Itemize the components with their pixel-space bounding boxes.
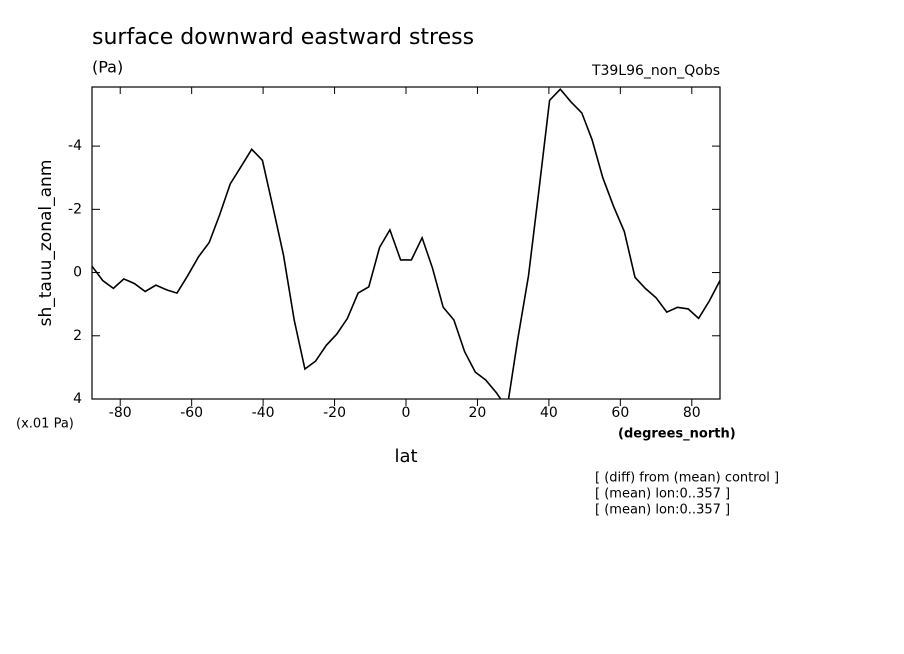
chart-subtitle: (Pa) bbox=[92, 58, 123, 77]
x-tick-label: -40 bbox=[252, 405, 275, 421]
y-tick-label: 4 bbox=[73, 391, 82, 407]
x-tick-label: -20 bbox=[323, 405, 346, 421]
chart-title: surface downward eastward stress bbox=[92, 25, 474, 50]
x-axis-label: lat bbox=[394, 446, 417, 467]
y-tick-label: 0 bbox=[73, 265, 82, 281]
x-units: (degrees_north) bbox=[618, 427, 736, 442]
y-axis-label: sh_tauu_zonal_anm bbox=[36, 160, 56, 327]
y-units: (x.01 Pa) bbox=[16, 417, 74, 432]
data-line bbox=[92, 88, 720, 399]
note: [ (diff) from (mean) control ] bbox=[595, 471, 779, 486]
note: [ (mean) lon:0..357 ] bbox=[595, 487, 730, 502]
x-tick-label: 20 bbox=[469, 405, 487, 421]
y-tick-label: -2 bbox=[68, 201, 82, 217]
x-tick-label: -60 bbox=[180, 405, 203, 421]
x-tick-label: 60 bbox=[611, 405, 629, 421]
note: [ (mean) lon:0..357 ] bbox=[595, 503, 730, 518]
y-tick-label: 2 bbox=[73, 328, 82, 344]
x-tick-label: -80 bbox=[109, 405, 132, 421]
x-tick-label: 40 bbox=[540, 405, 558, 421]
plot-frame bbox=[91, 86, 721, 400]
x-tick-label: 80 bbox=[683, 405, 701, 421]
run-label: T39L96_non_Qobs bbox=[591, 63, 720, 79]
x-tick-label: 0 bbox=[402, 405, 411, 421]
y-tick-label: -4 bbox=[68, 138, 82, 154]
